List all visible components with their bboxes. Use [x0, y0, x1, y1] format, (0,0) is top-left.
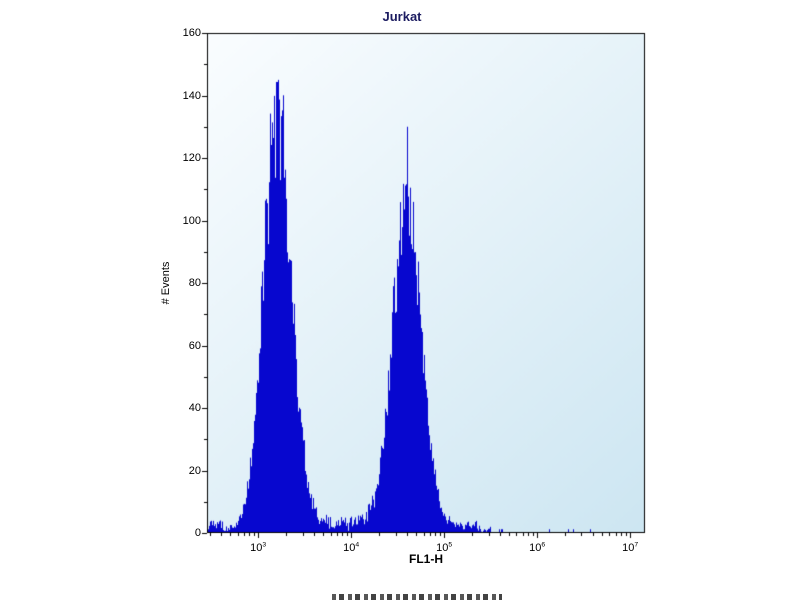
y-tick-label: 0 — [194, 527, 201, 539]
x-tick-label: 107 — [622, 541, 639, 554]
y-tick-label: 100 — [182, 214, 201, 227]
y-tick-label: 40 — [188, 402, 201, 414]
x-tick-label: 104 — [343, 541, 360, 554]
chart-title: Jurkat — [382, 9, 422, 24]
y-tick-label: 20 — [188, 464, 201, 477]
y-tick-label: 80 — [188, 277, 201, 289]
cropped-caption-remnant — [332, 594, 502, 600]
y-tick-label: 140 — [182, 89, 201, 102]
y-tick-label: 120 — [182, 152, 201, 164]
x-tick-label: 106 — [529, 541, 546, 554]
y-tick-label: 60 — [188, 339, 201, 352]
x-tick-label: 105 — [436, 541, 453, 554]
x-tick-label: 103 — [250, 541, 267, 554]
y-tick-label: 160 — [182, 27, 201, 39]
x-axis-label: FL1-H — [409, 552, 443, 566]
